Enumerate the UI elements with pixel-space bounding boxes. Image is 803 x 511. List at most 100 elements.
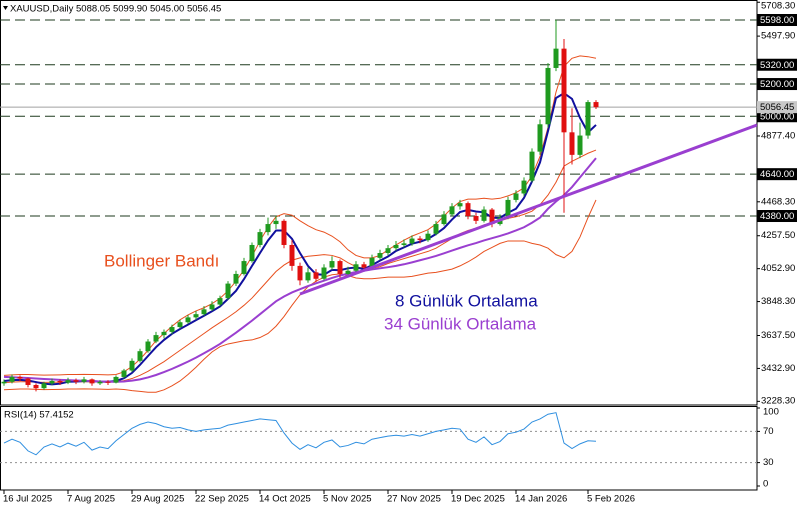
- candle-body: [97, 381, 103, 384]
- candle-body: [41, 383, 47, 389]
- y-tick-label: 3432.90: [761, 363, 795, 374]
- ohlc-label: 5088.05 5099.90 5045.00 5056.45: [76, 4, 221, 15]
- candle-body: [33, 384, 39, 389]
- candle-body: [513, 193, 519, 200]
- candle-body: [417, 238, 423, 241]
- candle-body: [441, 214, 447, 225]
- candle-body: [193, 314, 199, 318]
- candle-body: [505, 199, 511, 218]
- bollinger-lower: [3, 199, 597, 393]
- candle-body: [153, 335, 159, 342]
- candle-body: [113, 376, 119, 383]
- candle-body: [137, 351, 143, 361]
- rsi-line: [3, 412, 597, 456]
- candle-body: [177, 322, 183, 328]
- rsi-title: RSI(14) 57.4152: [4, 410, 74, 421]
- level-label-box: [757, 78, 797, 91]
- chart-title: XAUUSD,Daily: [10, 4, 74, 15]
- level-label: 5200.00: [760, 79, 794, 90]
- candle-body: [225, 283, 231, 299]
- candle-body: [145, 341, 151, 352]
- level-label-box: [757, 58, 797, 71]
- candle-body: [265, 224, 271, 233]
- candle-body: [569, 132, 575, 155]
- candle-body: [73, 380, 79, 382]
- candle-body: [385, 248, 391, 254]
- level-label-box: [757, 168, 797, 181]
- y-tick-label: 4877.40: [761, 130, 795, 141]
- x-tick-label: 7 Aug 2025: [67, 494, 115, 505]
- candle-body: [377, 253, 383, 258]
- bollinger-upper: [3, 55, 597, 376]
- candle-body: [361, 264, 367, 268]
- price-pane-frame: [0, 0, 758, 406]
- level-label-box: [757, 110, 797, 123]
- candle-body: [545, 67, 551, 125]
- candle-body: [401, 243, 407, 245]
- level-label-box: [757, 210, 797, 223]
- axis-layer: 3228.30 3432.90 3637.50 3848.30 4052.90 4257.…: [3, 1, 797, 505]
- candle-body: [121, 370, 127, 377]
- price-layer: [0, 19, 757, 393]
- candle-body: [425, 233, 431, 241]
- y-tick-label: 4052.90: [761, 263, 795, 274]
- candle-body: [521, 180, 527, 194]
- candle-body: [529, 151, 535, 181]
- candle-body: [273, 220, 279, 225]
- candle-body: [49, 380, 55, 384]
- candle-body: [465, 203, 471, 217]
- trend-line: [299, 123, 757, 296]
- candle-body: [561, 48, 567, 133]
- candle-body: [233, 273, 239, 284]
- candle-body: [217, 298, 223, 305]
- candle-body: [249, 244, 255, 262]
- rsi-pane-frame: [0, 406, 758, 491]
- candle-body: [353, 264, 359, 271]
- level-label: 4380.00: [760, 211, 794, 222]
- candle-body: [209, 304, 215, 310]
- y-tick-label: 70: [763, 426, 774, 437]
- candle-body: [457, 203, 463, 207]
- candle-body: [9, 376, 15, 382]
- candle-body: [369, 257, 375, 268]
- candle-body: [585, 102, 591, 136]
- candle-body: [161, 331, 167, 336]
- x-tick-label: 27 Nov 2025: [387, 494, 441, 505]
- candle-body: [81, 379, 87, 382]
- candle-body: [105, 381, 111, 383]
- candle-body: [297, 265, 303, 281]
- candle-body: [593, 102, 599, 108]
- y-tick-label: 100: [763, 407, 779, 418]
- level-label: 5000.00: [760, 111, 794, 122]
- rsi-layer: [0, 412, 757, 464]
- level-label: 5320.00: [760, 60, 794, 71]
- last-price-box: [757, 101, 797, 114]
- candle-body: [345, 270, 351, 274]
- y-tick-label: 3637.50: [761, 330, 795, 341]
- candle-body: [449, 206, 455, 215]
- candle-body: [321, 267, 327, 279]
- candle-body: [305, 272, 311, 281]
- y-tick-label: 0: [763, 479, 768, 490]
- level-label-box: [757, 14, 797, 27]
- candle-body: [185, 317, 191, 323]
- candle-body: [241, 261, 247, 274]
- candle-body: [257, 232, 263, 245]
- candle-body: [433, 224, 439, 234]
- y-tick-label: 4468.30: [761, 196, 795, 207]
- candle-body: [393, 244, 399, 249]
- candle-body: [481, 209, 487, 221]
- y-tick-label: 5708.30: [761, 1, 795, 12]
- y-tick-label: 30: [763, 457, 774, 468]
- candle-body: [65, 380, 71, 383]
- level-label: 5598.00: [760, 15, 794, 26]
- candle-body: [1, 381, 7, 384]
- y-tick-label: 5497.90: [761, 31, 795, 42]
- candle-body: [329, 261, 335, 268]
- x-tick-label: 16 Jul 2025: [3, 494, 52, 505]
- menu-icon: [3, 6, 8, 10]
- candle-body: [57, 380, 63, 383]
- x-tick-label: 19 Dec 2025: [451, 494, 505, 505]
